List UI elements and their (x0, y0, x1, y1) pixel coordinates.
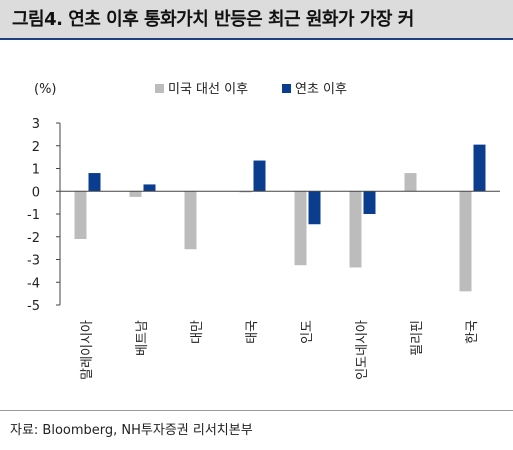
y-tick-label: -5 (27, 299, 40, 314)
x-category-label: 말레이시아 (80, 320, 95, 380)
y-tick-label: 3 (32, 117, 40, 132)
bar-series-1-2 (184, 191, 197, 250)
legend-swatch-series-1 (155, 84, 164, 93)
x-category-label: 필리핀 (410, 320, 425, 356)
y-tick-label: -2 (27, 231, 40, 246)
bar-series-2-0 (88, 173, 101, 192)
figure-title: 그림4. 연초 이후 통화가치 반등은 최근 원화가 가장 커 (0, 0, 513, 40)
y-tick-label: 1 (32, 163, 40, 178)
x-category-label: 대만 (190, 320, 205, 344)
bar-series-1-1 (129, 191, 142, 197)
bar-series-1-6 (404, 173, 417, 192)
y-tick-label: 2 (32, 140, 40, 155)
x-category-label: 베트남 (135, 320, 150, 356)
x-axis-category-labels: 말레이시아 베트남 대만 태국 인도 인도네시아 필리핀 한국 (80, 320, 480, 380)
bar-series-2-1 (143, 184, 156, 192)
bar-series-2-5 (363, 191, 376, 214)
bar-series-1-3 (239, 191, 252, 193)
source-note: 자료: Bloomberg, NH투자증권 리서치본부 (0, 410, 513, 438)
y-tick-label: -4 (27, 276, 40, 291)
x-category-label: 인도 (300, 320, 315, 344)
bar-series-1-5 (349, 191, 362, 268)
bar-marks (74, 144, 486, 292)
legend-swatch-series-2 (282, 84, 291, 93)
bar-series-1-7 (459, 191, 472, 292)
bar-series-2-4 (308, 191, 321, 225)
legend-label-series-2: 연초 이후 (295, 82, 347, 97)
bar-chart: (%) 미국 대선 이후 연초 이후 3 2 1 0 -1 -2 -3 -4 -5 말레이시아 베… (27, 82, 500, 380)
legend: 미국 대선 이후 연초 이후 (155, 82, 347, 97)
y-axis-unit-label: (%) (34, 82, 57, 97)
legend-label-series-1: 미국 대선 이후 (168, 82, 248, 97)
y-tick-label: -1 (27, 208, 40, 223)
y-tick-label: 0 (32, 185, 40, 200)
x-category-label: 한국 (465, 320, 480, 344)
bar-series-1-0 (74, 191, 87, 240)
bar-series-2-3 (253, 160, 266, 192)
y-axis-tick-labels: 3 2 1 0 -1 -2 -3 -4 -5 (27, 117, 60, 314)
y-tick-label: -3 (27, 254, 40, 269)
bar-series-2-7 (473, 144, 486, 192)
x-category-label: 인도네시아 (355, 320, 370, 380)
bar-series-1-4 (294, 191, 307, 266)
x-category-label: 태국 (245, 320, 260, 344)
